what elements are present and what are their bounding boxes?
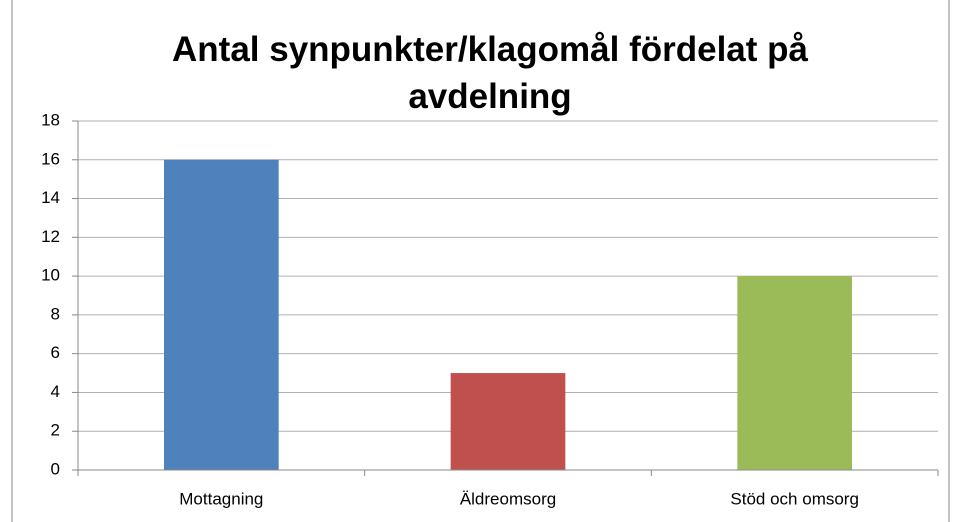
chart-border bbox=[11, 0, 950, 522]
y-tick-label: 2 bbox=[51, 421, 60, 440]
bar bbox=[164, 159, 279, 470]
y-tick-label: 8 bbox=[51, 304, 60, 323]
y-tick-label: 12 bbox=[41, 227, 60, 246]
y-tick-label: 18 bbox=[41, 110, 60, 129]
y-tick-label: 6 bbox=[51, 343, 60, 362]
y-tick-label: 4 bbox=[51, 382, 60, 401]
y-tick-label: 16 bbox=[41, 149, 60, 168]
y-tick-label: 14 bbox=[41, 188, 60, 207]
y-tick-label: 0 bbox=[51, 459, 60, 478]
x-tick-label: Äldreomsorg bbox=[460, 489, 556, 508]
x-tick-label: Stöd och omsorg bbox=[730, 489, 859, 508]
bar bbox=[737, 276, 852, 470]
y-tick-label: 10 bbox=[41, 266, 60, 285]
x-tick-label: Mottagning bbox=[179, 489, 263, 508]
bar bbox=[450, 373, 566, 470]
chart-title: Antal synpunkter/klagomål fördelat på av… bbox=[172, 30, 808, 116]
